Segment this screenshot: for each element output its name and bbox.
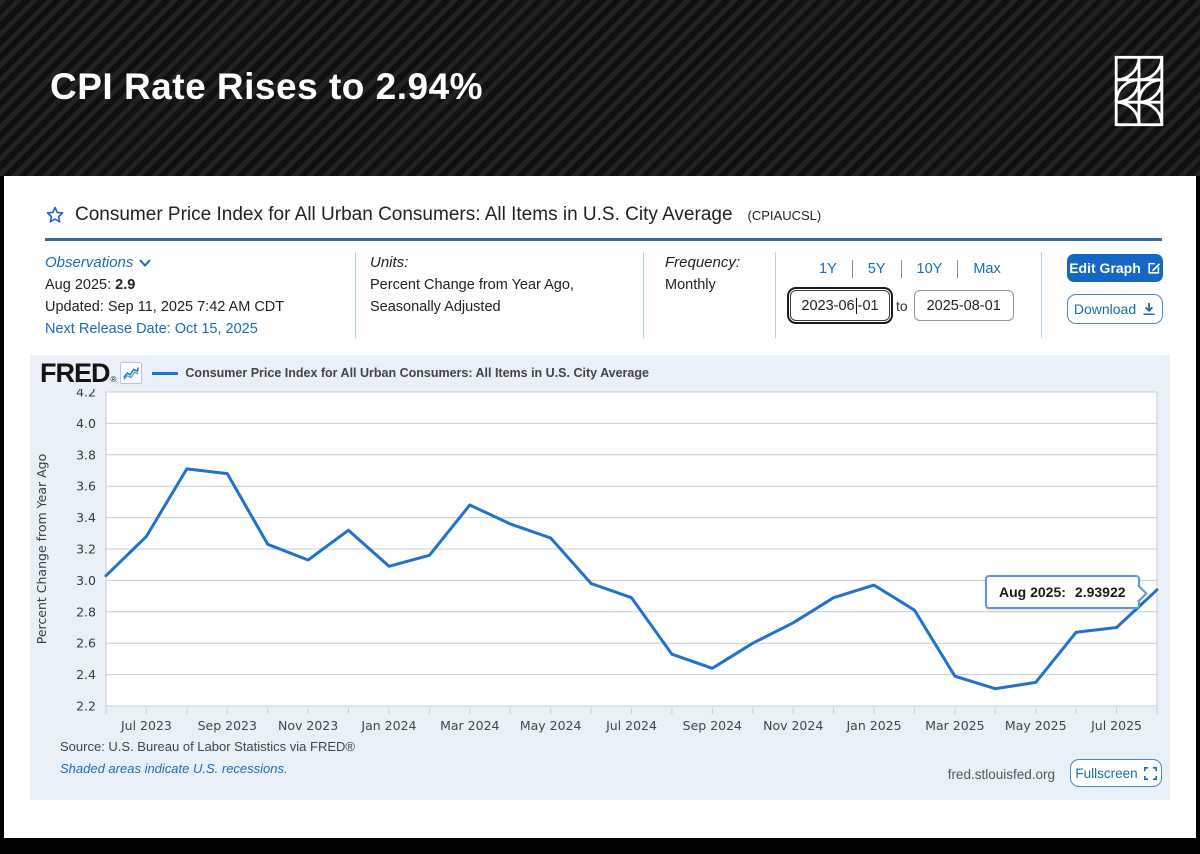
svg-text:2.6: 2.6 [76, 636, 96, 651]
svg-text:Jul 2025: Jul 2025 [1090, 718, 1142, 733]
edit-icon [1148, 262, 1160, 274]
svg-text:Mar 2024: Mar 2024 [440, 718, 499, 733]
source-text: Source: U.S. Bureau of Labor Statistics … [60, 739, 355, 754]
frequency-panel: Frequency: Monthly [665, 252, 740, 296]
series-id: (CPIAUCSL) [747, 207, 822, 223]
tooltip-value: 2.93922 [1074, 584, 1126, 600]
svg-text:2.8: 2.8 [76, 604, 96, 619]
range-10y-button[interactable]: 10Y [902, 260, 959, 278]
svg-text:3.4: 3.4 [76, 510, 96, 525]
fred-site-label: fred.stlouisfed.org [947, 767, 1055, 782]
units-label: Units: [370, 254, 409, 271]
svg-text:3.8: 3.8 [76, 447, 96, 462]
legend-line-swatch [152, 371, 179, 375]
sparkline-icon [120, 362, 143, 384]
text-caret [855, 297, 857, 314]
fullscreen-button[interactable]: Fullscreen [1070, 759, 1162, 787]
end-date-input[interactable]: 2025-08-01 [913, 290, 1014, 321]
units-panel: Units: Percent Change from Year Ago, Sea… [370, 252, 574, 318]
svg-text:2.4: 2.4 [76, 667, 96, 682]
svg-text:2.2: 2.2 [76, 699, 96, 714]
favorite-star-icon[interactable] [45, 205, 65, 225]
observations-panel: Observations Aug 2025: 2.9 Updated: Sep … [45, 252, 284, 340]
fred-chart: FRED ® Consumer Price Index for All Urba… [30, 355, 1170, 800]
edit-graph-button[interactable]: Edit Graph [1067, 254, 1163, 282]
recessions-note-link[interactable]: Shaded areas indicate U.S. recessions. [60, 761, 288, 776]
svg-text:May 2025: May 2025 [1005, 718, 1067, 733]
svg-text:3.6: 3.6 [76, 479, 96, 494]
column-divider [1041, 252, 1042, 338]
fred-page: Consumer Price Index for All Urban Consu… [4, 176, 1196, 838]
fullscreen-icon [1143, 766, 1157, 780]
cpi-chart-svg[interactable]: 2.2 2.4 2.6 2.8 3.0 3.2 3.4 3.6 3.8 4.0 4.2 Jul 202… [30, 389, 1170, 737]
svg-text:4.2: 4.2 [76, 389, 96, 400]
action-buttons: Edit Graph Download [1067, 254, 1163, 324]
column-divider [775, 252, 776, 338]
chart-tooltip: Aug 2025: 2.93922 [985, 575, 1140, 609]
svg-text:Jan 2024: Jan 2024 [360, 718, 416, 733]
to-label: to [896, 297, 908, 314]
range-5y-button[interactable]: 5Y [853, 260, 902, 278]
svg-text:3.2: 3.2 [76, 542, 96, 557]
fred-logo[interactable]: FRED [40, 358, 110, 388]
range-max-button[interactable]: Max [973, 261, 1001, 277]
frequency-label: Frequency: [665, 254, 741, 271]
banner-title: CPI Rate Rises to 2.94% [50, 66, 484, 107]
tooltip-label: Aug 2025: [999, 584, 1066, 600]
legend-label: Consumer Price Index for All Urban Consu… [185, 366, 649, 380]
banner: CPI Rate Rises to 2.94% [0, 0, 1200, 176]
start-date-input[interactable]: 2023-06 -01 [787, 287, 893, 324]
observations-label: Observations [45, 254, 134, 271]
title-divider [45, 238, 1162, 241]
svg-text:4.0: 4.0 [76, 416, 96, 431]
svg-text:Jul 2024: Jul 2024 [605, 718, 657, 733]
download-button[interactable]: Download [1067, 294, 1163, 324]
brand-logo-icon [1114, 55, 1164, 127]
svg-text:Jan 2025: Jan 2025 [846, 718, 902, 733]
svg-text:Nov 2024: Nov 2024 [763, 718, 823, 733]
next-release-link[interactable]: Next Release Date: Oct 15, 2025 [45, 321, 258, 337]
chevron-down-icon [139, 259, 152, 267]
column-divider [355, 252, 356, 338]
series-title-row: Consumer Price Index for All Urban Consu… [45, 204, 821, 226]
svg-text:May 2024: May 2024 [520, 718, 582, 733]
svg-text:Sep 2023: Sep 2023 [198, 718, 257, 733]
download-icon [1143, 303, 1155, 315]
svg-text:Mar 2025: Mar 2025 [925, 718, 984, 733]
svg-text:Jul 2023: Jul 2023 [120, 718, 172, 733]
latest-value: 2.9 [115, 277, 136, 293]
updated-text: Updated: Sep 11, 2025 7:42 AM CDT [45, 299, 285, 315]
frequency-value: Monthly [665, 277, 716, 293]
latest-observation: Aug 2025: 2.9 [45, 277, 136, 293]
date-range-controls: 2023-06 -01 to 2025-08-01 [787, 287, 1014, 324]
svg-text:3.0: 3.0 [76, 573, 96, 588]
svg-text:Percent Change from Year Ago: Percent Change from Year Ago [34, 454, 49, 644]
svg-text:Nov 2023: Nov 2023 [278, 718, 338, 733]
svg-text:Sep 2024: Sep 2024 [683, 718, 742, 733]
observations-dropdown[interactable]: Observations [45, 252, 284, 274]
page-title: Consumer Price Index for All Urban Consu… [75, 204, 733, 225]
range-1y-button[interactable]: 1Y [804, 260, 853, 278]
registered-mark: ® [110, 375, 117, 384]
chart-header: FRED ® Consumer Price Index for All Urba… [40, 359, 649, 387]
units-line1: Percent Change from Year Ago, [370, 277, 574, 293]
units-line2: Seasonally Adjusted [370, 299, 501, 315]
column-divider [643, 252, 644, 338]
range-selector: 1Y 5Y 10Y Max [804, 260, 1016, 278]
